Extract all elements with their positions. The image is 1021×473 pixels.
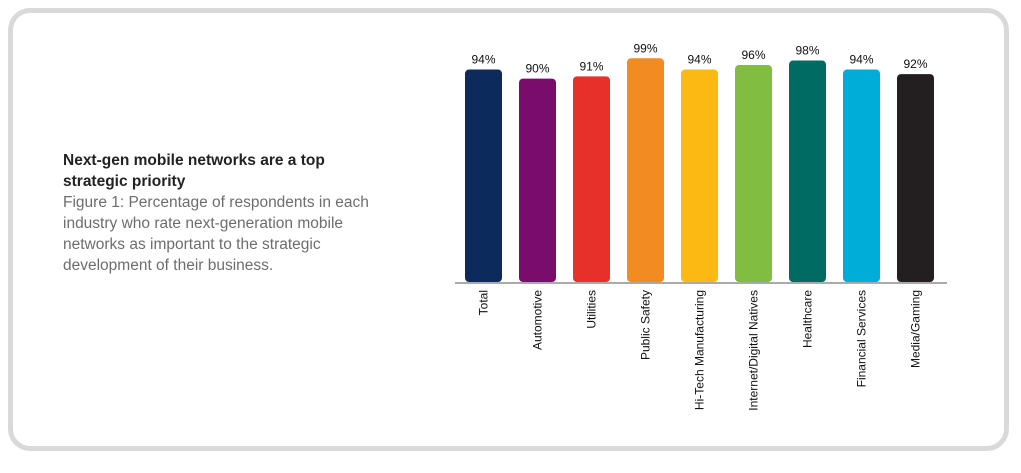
bar-public-safety [627,58,664,282]
category-label-healthcare: Healthcare [801,290,815,348]
category-label-internet-digital-natives: Internet/Digital Natives [747,290,761,411]
value-label-public-safety: 99% [633,41,657,55]
value-label-media-gaming: 92% [903,57,927,71]
bar-utilities [573,76,610,282]
value-label-total: 94% [471,53,495,67]
bar-media-gaming [897,74,934,282]
category-label-public-safety: Public Safety [639,290,653,360]
value-label-hi-tech-manufacturing: 94% [687,53,711,67]
category-label-utilities: Utilities [585,290,599,329]
category-label-automotive: Automotive [531,290,545,350]
category-label-total: Total [477,290,491,315]
value-label-financial-services: 94% [849,53,873,67]
value-label-utilities: 91% [579,59,603,73]
value-label-healthcare: 98% [795,44,819,58]
bar-internet-digital-natives [735,65,772,282]
category-label-hi-tech-manufacturing: Hi-Tech Manufacturing [693,290,707,410]
value-label-automotive: 90% [525,62,549,76]
bar-automotive [519,79,556,282]
bar-total [465,70,502,282]
category-label-media-gaming: Media/Gaming [909,290,923,368]
value-label-internet-digital-natives: 96% [741,48,765,62]
bar-hi-tech-manufacturing [681,70,718,282]
bar-healthcare [789,61,826,282]
bar-chart: 94% Total 90% Automotive 91% Utilities 99% Publ… [0,0,1021,473]
category-label-financial-services: Financial Services [855,290,869,387]
bar-financial-services [843,70,880,282]
